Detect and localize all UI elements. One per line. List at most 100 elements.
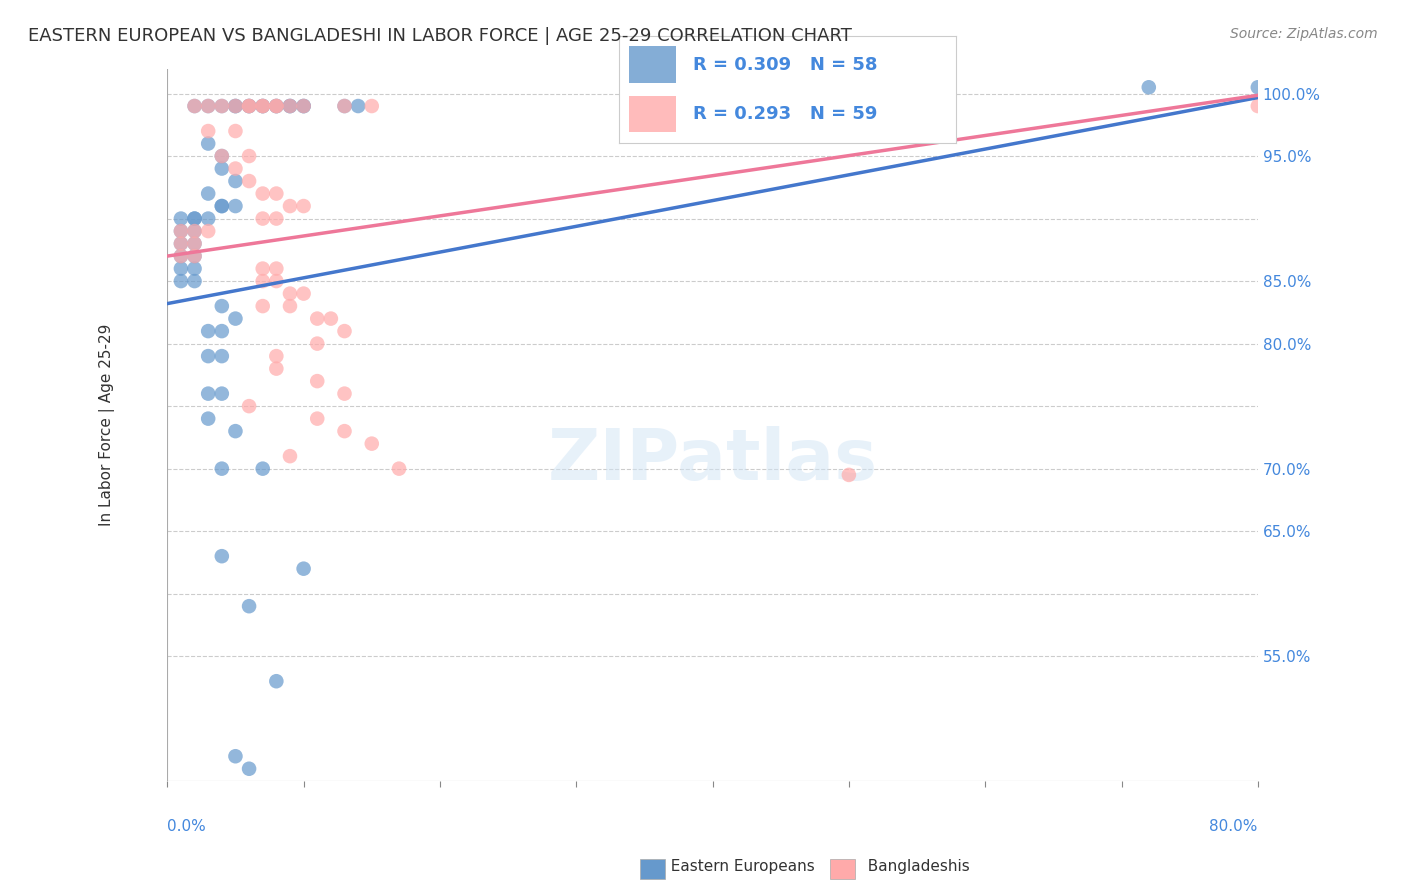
Point xyxy=(292,99,315,113)
Point xyxy=(307,411,329,425)
Point xyxy=(252,99,274,113)
Point xyxy=(1137,80,1160,95)
Point xyxy=(252,261,274,276)
Point xyxy=(211,549,233,564)
Point xyxy=(266,99,288,113)
Point xyxy=(278,449,301,463)
Text: EASTERN EUROPEAN VS BANGLADESHI IN LABOR FORCE | AGE 25-29 CORRELATION CHART: EASTERN EUROPEAN VS BANGLADESHI IN LABOR… xyxy=(28,27,852,45)
Point xyxy=(183,274,205,288)
Point xyxy=(238,399,260,413)
Point xyxy=(905,80,928,95)
Point xyxy=(170,211,193,226)
Point xyxy=(266,99,288,113)
Point xyxy=(1247,99,1270,113)
Point xyxy=(333,99,356,113)
FancyBboxPatch shape xyxy=(628,95,676,132)
Point xyxy=(238,174,260,188)
Point xyxy=(170,224,193,238)
Point xyxy=(197,99,219,113)
Point xyxy=(252,186,274,201)
Point xyxy=(307,374,329,388)
Point xyxy=(211,349,233,363)
Text: In Labor Force | Age 25-29: In Labor Force | Age 25-29 xyxy=(100,324,115,526)
Point xyxy=(333,386,356,401)
Point xyxy=(211,461,233,475)
Point xyxy=(224,749,246,764)
Point xyxy=(252,211,274,226)
Point xyxy=(238,99,260,113)
Point xyxy=(224,99,246,113)
Point xyxy=(183,236,205,251)
Point xyxy=(252,99,274,113)
Point xyxy=(211,99,233,113)
Point xyxy=(197,224,219,238)
Point xyxy=(183,99,205,113)
Text: 80.0%: 80.0% xyxy=(1209,819,1258,834)
Point xyxy=(170,261,193,276)
Point xyxy=(238,99,260,113)
Point xyxy=(252,99,274,113)
Text: 0.0%: 0.0% xyxy=(167,819,207,834)
Point xyxy=(183,99,205,113)
Point xyxy=(278,286,301,301)
Point xyxy=(292,286,315,301)
Point xyxy=(224,424,246,438)
Point xyxy=(347,99,370,113)
Point xyxy=(170,249,193,263)
Point xyxy=(224,99,246,113)
Point xyxy=(1301,99,1323,113)
Point xyxy=(266,361,288,376)
Point xyxy=(197,211,219,226)
Point xyxy=(224,161,246,176)
Point xyxy=(307,336,329,351)
Point xyxy=(266,274,288,288)
Point xyxy=(266,349,288,363)
Point xyxy=(197,124,219,138)
Point xyxy=(1247,80,1270,95)
Text: Eastern Europeans: Eastern Europeans xyxy=(661,859,814,874)
Point xyxy=(170,224,193,238)
Point xyxy=(197,186,219,201)
Point xyxy=(238,99,260,113)
Point xyxy=(211,299,233,313)
Point xyxy=(266,211,288,226)
Point xyxy=(238,762,260,776)
Point xyxy=(197,324,219,338)
Point xyxy=(252,461,274,475)
FancyBboxPatch shape xyxy=(628,46,676,83)
Point xyxy=(170,249,193,263)
Point xyxy=(292,562,315,576)
Point xyxy=(252,99,274,113)
Point xyxy=(224,199,246,213)
Point xyxy=(278,99,301,113)
Point xyxy=(211,199,233,213)
Point xyxy=(197,136,219,151)
Point xyxy=(307,311,329,326)
Point xyxy=(238,149,260,163)
Point xyxy=(278,299,301,313)
Point xyxy=(197,411,219,425)
Point xyxy=(838,467,860,482)
Point xyxy=(252,274,274,288)
Point xyxy=(183,224,205,238)
Point xyxy=(211,149,233,163)
Point xyxy=(197,349,219,363)
Point xyxy=(224,99,246,113)
Point xyxy=(224,124,246,138)
Point xyxy=(170,236,193,251)
Point xyxy=(333,324,356,338)
Point xyxy=(224,311,246,326)
Point xyxy=(183,261,205,276)
Point xyxy=(211,324,233,338)
Text: Bangladeshis: Bangladeshis xyxy=(858,859,969,874)
Point xyxy=(238,99,260,113)
Point xyxy=(292,199,315,213)
Point xyxy=(360,99,382,113)
Point xyxy=(197,99,219,113)
Point xyxy=(170,236,193,251)
Point xyxy=(266,261,288,276)
Point xyxy=(183,211,205,226)
Point xyxy=(266,674,288,689)
Point xyxy=(319,311,342,326)
Point xyxy=(183,236,205,251)
